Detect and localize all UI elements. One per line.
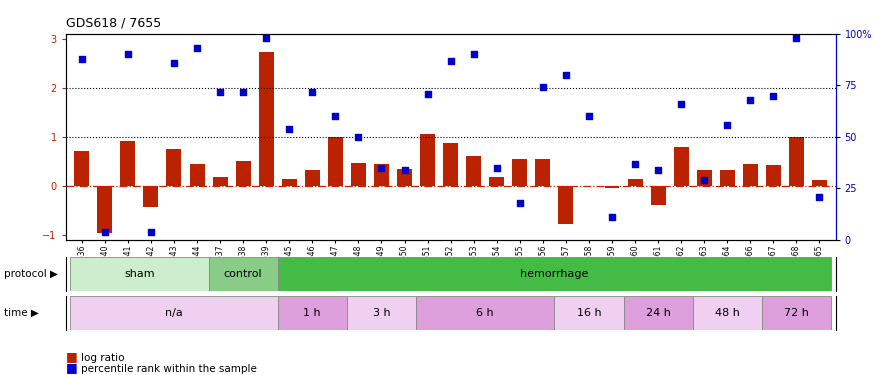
Point	[651, 167, 665, 173]
Point	[536, 84, 550, 90]
Point	[559, 72, 573, 78]
Bar	[762, 296, 831, 330]
Bar	[74, 151, 89, 186]
Point	[766, 93, 780, 99]
Point	[744, 97, 758, 103]
Text: 16 h: 16 h	[577, 308, 601, 318]
Point	[214, 88, 228, 94]
Text: log ratio: log ratio	[81, 353, 125, 363]
Point	[674, 101, 688, 107]
Text: GDS618 / 7655: GDS618 / 7655	[66, 17, 161, 30]
Bar	[693, 296, 762, 330]
Bar	[624, 296, 693, 330]
Bar	[651, 186, 666, 205]
Text: percentile rank within the sample: percentile rank within the sample	[81, 364, 257, 374]
Text: 72 h: 72 h	[784, 308, 808, 318]
Point	[259, 35, 273, 41]
Text: control: control	[224, 269, 262, 279]
Text: sham: sham	[124, 269, 155, 279]
Bar	[351, 163, 366, 186]
Point	[190, 45, 204, 51]
Text: 3 h: 3 h	[373, 308, 390, 318]
Point	[352, 134, 366, 140]
Bar	[70, 257, 208, 291]
Text: 48 h: 48 h	[715, 308, 739, 318]
Text: 24 h: 24 h	[646, 308, 670, 318]
Bar	[259, 53, 274, 186]
Point	[374, 165, 388, 171]
Point	[236, 88, 250, 94]
Text: hemorrhage: hemorrhage	[520, 269, 589, 279]
Bar	[304, 170, 319, 186]
Point	[720, 122, 734, 128]
Bar	[190, 164, 205, 186]
Bar	[70, 296, 277, 330]
Point	[167, 60, 181, 66]
Point	[490, 165, 504, 171]
Point	[397, 167, 411, 173]
Bar	[605, 186, 620, 188]
Bar	[720, 170, 735, 186]
Bar	[282, 178, 297, 186]
Bar	[766, 165, 780, 186]
Bar	[213, 177, 228, 186]
Bar	[420, 134, 435, 186]
Text: time ▶: time ▶	[4, 308, 39, 318]
Point	[697, 177, 711, 183]
Bar	[277, 296, 346, 330]
Bar	[97, 186, 112, 232]
Point	[513, 200, 527, 206]
Bar	[374, 164, 389, 186]
Bar	[555, 296, 624, 330]
Bar	[789, 137, 804, 186]
Bar	[416, 296, 555, 330]
Point	[283, 126, 297, 132]
Point	[605, 214, 619, 220]
Bar	[512, 159, 528, 186]
Text: ■: ■	[66, 361, 77, 374]
Bar	[489, 177, 504, 186]
Bar	[397, 169, 412, 186]
Bar	[696, 170, 711, 186]
Bar	[466, 156, 481, 186]
Point	[444, 57, 458, 63]
Bar	[536, 159, 550, 186]
Bar	[627, 178, 642, 186]
Bar	[235, 161, 250, 186]
Text: protocol ▶: protocol ▶	[4, 269, 59, 279]
Point	[328, 113, 342, 119]
Point	[789, 35, 803, 41]
Bar	[346, 296, 416, 330]
Bar	[208, 257, 277, 291]
Text: n/a: n/a	[165, 308, 183, 318]
Point	[466, 51, 480, 57]
Text: ■: ■	[66, 350, 77, 363]
Bar	[121, 141, 136, 186]
Text: 6 h: 6 h	[476, 308, 494, 318]
Point	[421, 91, 435, 97]
Point	[144, 229, 158, 235]
Bar	[277, 257, 831, 291]
Bar	[743, 164, 758, 186]
Bar	[674, 147, 689, 186]
Bar	[166, 149, 181, 186]
Point	[628, 160, 642, 166]
Text: 1 h: 1 h	[304, 308, 321, 318]
Point	[74, 56, 88, 62]
Point	[121, 51, 135, 57]
Point	[305, 88, 319, 94]
Bar	[144, 186, 158, 207]
Bar	[812, 180, 827, 186]
Bar	[328, 137, 343, 186]
Bar	[443, 143, 458, 186]
Bar	[558, 186, 573, 224]
Point	[582, 113, 596, 119]
Point	[813, 194, 827, 200]
Point	[98, 229, 112, 235]
